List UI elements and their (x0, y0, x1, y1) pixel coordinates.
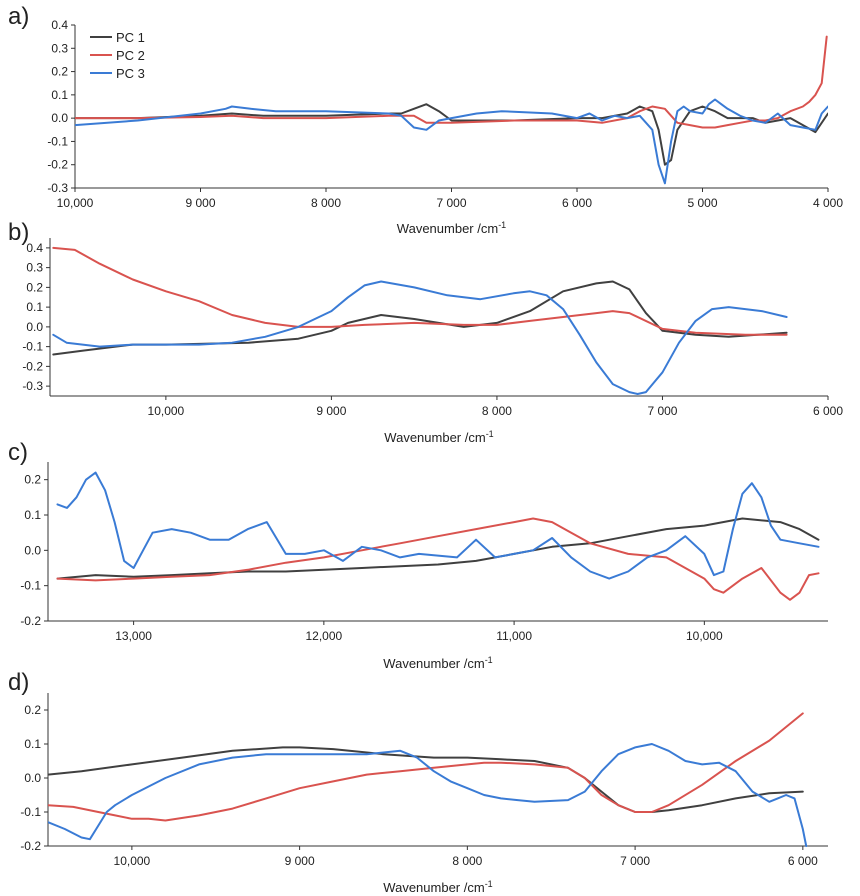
x-tick-label: 5 000 (687, 196, 717, 210)
series-line-pc-2 (52, 246, 788, 336)
y-tick-label: 0.1 (24, 737, 41, 751)
panel-2: b) 10,000 9 000 8 000 7 000 6 000 -0.3 -0.2 -0.1… (8, 219, 843, 445)
x-axis-title: Wavenumber /cm-1 (397, 220, 506, 236)
x-tick-label: 12,000 (306, 629, 343, 643)
y-tick-label: -0.3 (22, 379, 43, 393)
x-tick-label: 10,000 (114, 854, 151, 868)
y-tick-label: 0.2 (51, 65, 68, 79)
x-tick-label: 7 000 (620, 854, 650, 868)
y-tick-label: 0.1 (51, 88, 68, 102)
y-tick-label: 0.1 (24, 508, 41, 522)
series-line-pc-1 (48, 746, 804, 813)
x-axis-title-text: Wavenumber /cm (384, 430, 485, 445)
legend-label: PC 3 (116, 66, 145, 81)
x-tick-label: 6 000 (813, 404, 843, 418)
y-tick-label: -0.2 (20, 839, 41, 853)
x-axis-title: Wavenumber /cm-1 (383, 655, 492, 671)
series-line-pc-3 (75, 98, 828, 185)
y-tick-label: 0.0 (24, 543, 41, 557)
panel-1: a) 10,000 9 000 8 000 7 000 6 000 5 000 4 000 -0… (8, 3, 843, 236)
panel-4: d) 10,000 9 000 8 000 7 000 6 000 -0.2 -0.1 0.0 0… (8, 669, 828, 895)
y-tick-label: 0.0 (26, 320, 43, 334)
panel-letter: a) (8, 3, 29, 30)
x-tick-label: 11,000 (496, 629, 532, 643)
x-axis-title: Wavenumber /cm-1 (383, 879, 492, 895)
legend-label: PC 1 (116, 30, 145, 45)
y-tick-label: -0.1 (47, 134, 68, 148)
y-tick-label: -0.2 (20, 614, 41, 628)
x-tick-label: 10,000 (148, 404, 185, 418)
y-tick-label: -0.2 (47, 158, 68, 172)
x-tick-label: 8 000 (311, 196, 341, 210)
y-tick-label: 0.3 (51, 41, 68, 55)
legend-label: PC 2 (116, 48, 145, 63)
y-tick-label: -0.2 (22, 359, 43, 373)
y-tick-label: -0.1 (22, 340, 43, 354)
x-axis-title-text: Wavenumber /cm (383, 880, 484, 895)
x-tick-label: 8 000 (452, 854, 482, 868)
series-line-pc-2 (75, 35, 828, 129)
y-tick-label: 0.2 (24, 703, 41, 717)
legend: PC 1 PC 2 PC 3 (90, 30, 145, 81)
series-line-pc-1 (75, 103, 828, 166)
panel-letter: c) (8, 439, 28, 466)
x-tick-label: 7 000 (647, 404, 677, 418)
x-tick-label: 6 000 (788, 854, 818, 868)
y-tick-label: 0.2 (26, 280, 43, 294)
y-tick-label: 0.4 (51, 18, 68, 32)
x-tick-label: 10,000 (57, 196, 94, 210)
x-tick-label: 6 000 (562, 196, 592, 210)
series-line-pc-2 (56, 517, 820, 601)
x-axis-title-superscript: -1 (486, 429, 494, 439)
x-axis-title-superscript: -1 (498, 220, 506, 230)
x-axis-title: Wavenumber /cm-1 (384, 429, 493, 445)
series-line-pc-3 (48, 743, 808, 847)
series-line-pc-2 (48, 712, 804, 822)
x-tick-label: 13,000 (115, 629, 152, 643)
panel-letter: b) (8, 219, 29, 246)
x-tick-label: 9 000 (185, 196, 215, 210)
x-axis-title-text: Wavenumber /cm (383, 656, 484, 671)
y-tick-label: 0.1 (26, 300, 43, 314)
x-tick-label: 7 000 (436, 196, 466, 210)
x-tick-label: 4 000 (813, 196, 843, 210)
x-tick-label: 10,000 (686, 629, 723, 643)
y-tick-label: -0.3 (47, 181, 68, 195)
series-line-pc-1 (52, 280, 788, 356)
panel-3: c) 13,000 12,000 11,000 10,000 -0.2 -0.1 0.0 0.1… (8, 439, 828, 671)
y-tick-label: 0.0 (24, 771, 41, 785)
x-tick-label: 9 000 (285, 854, 315, 868)
x-axis-title-superscript: -1 (485, 879, 493, 889)
y-tick-label: 0.2 (24, 473, 41, 487)
series-line-pc-1 (56, 517, 820, 580)
y-tick-label: 0.4 (26, 241, 43, 255)
panel-letter: d) (8, 669, 29, 696)
series-line-pc-3 (52, 280, 788, 395)
x-axis-title-superscript: -1 (485, 655, 493, 665)
x-tick-label: 9 000 (316, 404, 346, 418)
series-line-pc-3 (56, 471, 820, 580)
x-axis-title-text: Wavenumber /cm (397, 221, 498, 236)
y-tick-label: 0.3 (26, 261, 43, 275)
y-tick-label: 0.0 (51, 111, 68, 125)
y-tick-label: -0.1 (20, 805, 41, 819)
x-tick-label: 8 000 (482, 404, 512, 418)
y-tick-label: -0.1 (20, 579, 41, 593)
